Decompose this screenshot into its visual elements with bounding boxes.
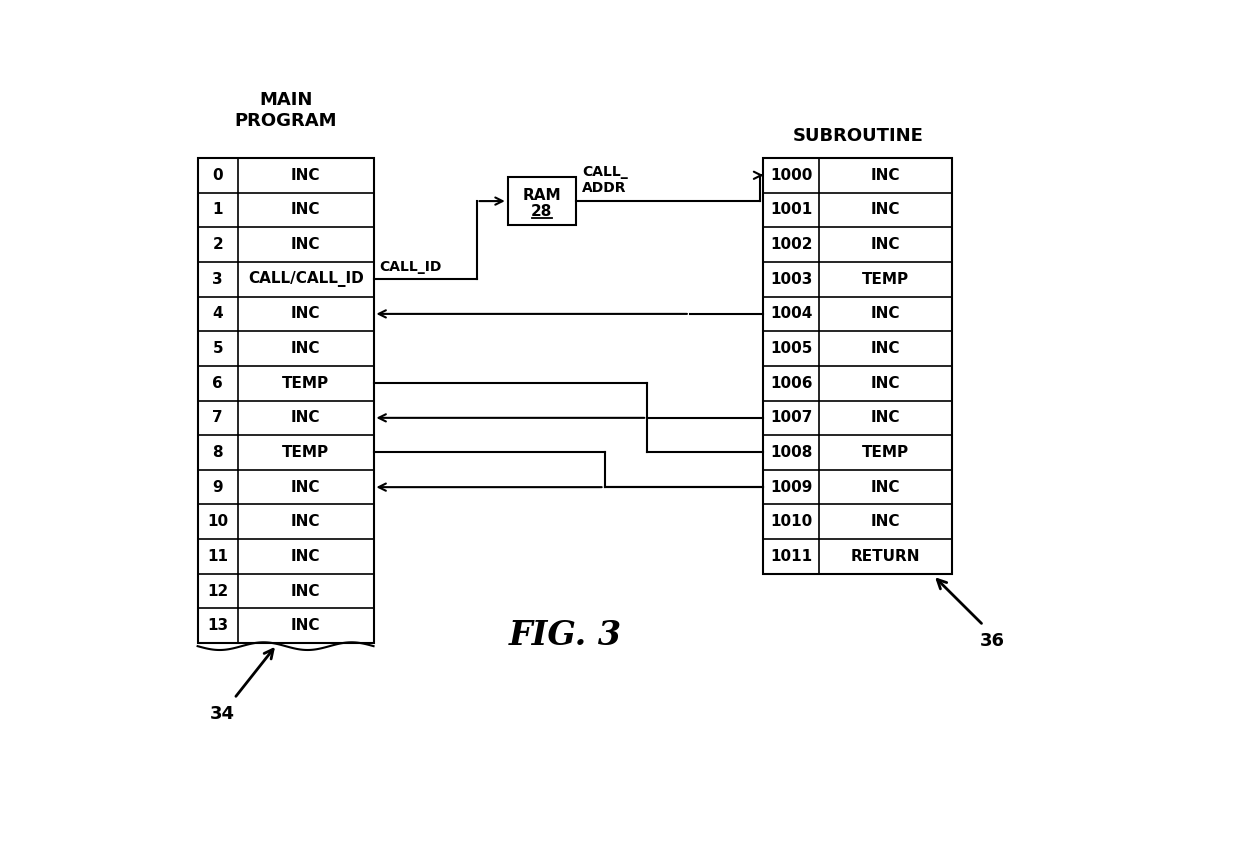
Text: 34: 34 (210, 705, 236, 722)
Text: INC: INC (291, 341, 320, 356)
Text: 9: 9 (212, 480, 223, 494)
Text: TEMP: TEMP (862, 271, 909, 287)
Text: 1004: 1004 (770, 306, 812, 321)
Text: 0: 0 (212, 168, 223, 183)
Text: 7: 7 (212, 410, 223, 426)
Text: TEMP: TEMP (283, 376, 330, 391)
Text: 13: 13 (207, 618, 228, 633)
Text: 36: 36 (981, 632, 1006, 650)
Text: 1007: 1007 (770, 410, 812, 426)
Text: 1001: 1001 (770, 203, 812, 217)
Text: RAM: RAM (522, 188, 560, 203)
Text: 8: 8 (212, 445, 223, 460)
Text: 10: 10 (207, 514, 228, 529)
Text: CALL_
ADDR: CALL_ ADDR (582, 165, 627, 195)
Text: INC: INC (291, 549, 320, 564)
Text: 1011: 1011 (770, 549, 812, 564)
Text: 6: 6 (212, 376, 223, 391)
Bar (197, 158, 373, 643)
Text: 28: 28 (531, 204, 552, 219)
Text: INC: INC (870, 410, 900, 426)
Text: 1009: 1009 (770, 480, 812, 494)
Text: INC: INC (870, 514, 900, 529)
Text: 5: 5 (212, 341, 223, 356)
Text: INC: INC (291, 203, 320, 217)
Text: TEMP: TEMP (283, 445, 330, 460)
Text: INC: INC (870, 341, 900, 356)
Text: 1005: 1005 (770, 341, 812, 356)
Text: INC: INC (291, 168, 320, 183)
Text: 1006: 1006 (770, 376, 812, 391)
Text: INC: INC (291, 306, 320, 321)
Text: MAIN
PROGRAM: MAIN PROGRAM (234, 91, 337, 130)
Text: 1002: 1002 (770, 237, 812, 252)
Text: 3: 3 (212, 271, 223, 287)
Text: 1000: 1000 (770, 168, 812, 183)
Text: 1010: 1010 (770, 514, 812, 529)
Text: SUBROUTINE: SUBROUTINE (792, 127, 924, 145)
Text: INC: INC (291, 583, 320, 599)
Text: INC: INC (291, 618, 320, 633)
Text: INC: INC (291, 480, 320, 494)
Text: 2: 2 (212, 237, 223, 252)
Text: 1: 1 (212, 203, 223, 217)
Text: INC: INC (870, 203, 900, 217)
Text: INC: INC (291, 237, 320, 252)
Text: INC: INC (870, 480, 900, 494)
Text: FIG. 3: FIG. 3 (510, 619, 622, 652)
Text: INC: INC (870, 237, 900, 252)
Text: CALL/CALL_ID: CALL/CALL_ID (248, 271, 363, 287)
Text: TEMP: TEMP (862, 445, 909, 460)
Text: INC: INC (870, 168, 900, 183)
Bar (764, 158, 952, 574)
Text: INC: INC (870, 306, 900, 321)
Text: CALL_ID: CALL_ID (379, 259, 441, 274)
Text: INC: INC (870, 376, 900, 391)
Bar (507, 177, 575, 225)
Text: INC: INC (291, 514, 320, 529)
Text: 11: 11 (207, 549, 228, 564)
Text: INC: INC (291, 410, 320, 426)
Text: 4: 4 (212, 306, 223, 321)
Text: 1003: 1003 (770, 271, 812, 287)
Text: 12: 12 (207, 583, 228, 599)
Text: 1008: 1008 (770, 445, 812, 460)
Text: RETURN: RETURN (851, 549, 920, 564)
